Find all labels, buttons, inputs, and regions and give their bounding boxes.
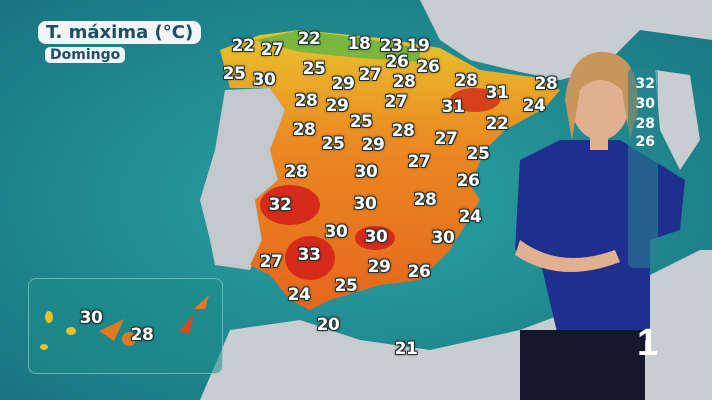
temperature-label: 30 [431, 228, 455, 248]
temperature-label: 28 [294, 91, 318, 111]
temperature-label: 21 [394, 339, 418, 359]
temperature-label: 25 [466, 144, 490, 164]
temperature-label: 29 [325, 96, 349, 116]
temperature-label: 28 [413, 190, 437, 210]
temperature-label: 28 [392, 72, 416, 92]
temperature-label: 24 [458, 207, 482, 227]
temperature-label: 28 [284, 162, 308, 182]
temperature-label: 22 [231, 36, 255, 56]
portugal-land [200, 88, 285, 270]
temperature-label: 25 [334, 276, 358, 296]
temperature-label: 27 [384, 92, 408, 112]
cantabrian-green-zone [255, 30, 420, 62]
temperature-label: 27 [259, 252, 283, 272]
temperature-label: 29 [367, 257, 391, 277]
temperature-label: 33 [297, 245, 321, 265]
temperature-label: 28 [130, 325, 154, 345]
temperature-label: 25 [302, 59, 326, 79]
france-land [420, 0, 712, 80]
temperature-label: 30 [324, 222, 348, 242]
temperature-label: 18 [347, 34, 371, 54]
legend-label: 32 [635, 76, 655, 92]
temperature-label: 22 [485, 114, 509, 134]
temperature-label: 22 [297, 29, 321, 49]
temperature-label: 20 [316, 315, 340, 335]
temperature-label: 31 [485, 83, 509, 103]
hot-zone-guadalquivir [285, 236, 335, 280]
temperature-label: 25 [349, 112, 373, 132]
temperature-label: 28 [454, 71, 478, 91]
temperature-label: 28 [292, 120, 316, 140]
temperature-legend: 32 30 28 26 [628, 68, 658, 268]
hot-zone-extremadura [260, 185, 320, 225]
temperature-label: 27 [407, 152, 431, 172]
hot-zone-jaen [355, 226, 395, 250]
temperature-label: 28 [534, 74, 558, 94]
temperature-label: 25 [321, 134, 345, 154]
temperature-label: 32 [268, 195, 292, 215]
temperature-label: 29 [361, 135, 385, 155]
temperature-label: 30 [354, 162, 378, 182]
temperature-label: 27 [434, 129, 458, 149]
legend-label: 30 [635, 96, 655, 112]
temperature-label: 30 [79, 308, 103, 328]
temperature-label: 26 [416, 57, 440, 77]
temperature-label: 30 [364, 227, 388, 247]
temperature-label: 24 [522, 96, 546, 116]
map-title: T. máxima (°C) [38, 21, 202, 44]
channel-logo: 1 [637, 322, 659, 364]
temperature-label: 29 [331, 74, 355, 94]
canary-islands-inset [28, 278, 223, 374]
sardinia-land [655, 70, 700, 170]
temperature-label: 23 [379, 36, 403, 56]
forecast-day: Domingo [45, 47, 126, 63]
temperature-label: 27 [358, 65, 382, 85]
legend-label: 28 [635, 116, 655, 132]
temperature-label: 28 [391, 121, 415, 141]
temperature-label: 31 [441, 97, 465, 117]
temperature-label: 24 [287, 285, 311, 305]
temperature-label: 30 [353, 194, 377, 214]
temperature-label: 30 [252, 70, 276, 90]
canary-islands-map [40, 295, 209, 350]
temperature-label: 25 [222, 64, 246, 84]
temperature-label: 19 [406, 36, 430, 56]
temperature-label: 26 [456, 171, 480, 191]
temperature-label: 27 [260, 40, 284, 60]
temperature-label: 26 [407, 262, 431, 282]
legend-label: 26 [635, 134, 655, 150]
temperature-label: 26 [385, 52, 409, 72]
hot-zone-ebro [450, 88, 500, 112]
